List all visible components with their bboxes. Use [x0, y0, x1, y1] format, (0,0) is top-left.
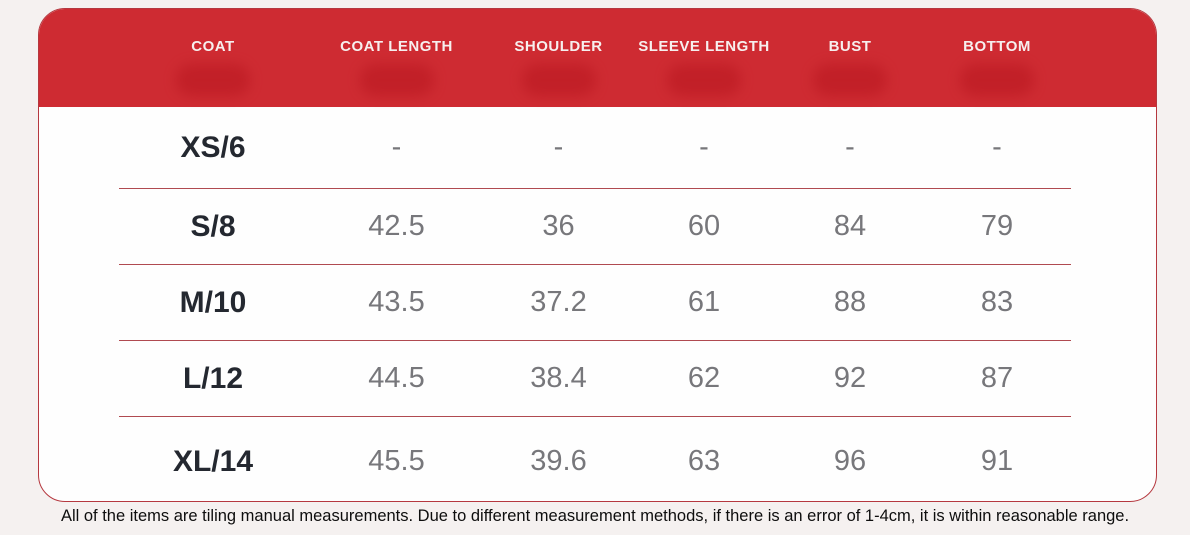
value-cell: 92	[833, 362, 867, 394]
size-cell: L/12	[182, 361, 244, 395]
value-cell: 61	[687, 286, 721, 318]
column-header-label: BUST	[828, 38, 872, 55]
value-cell: 39.6	[530, 445, 587, 477]
measurement-note: All of the items are tiling manual measu…	[60, 507, 1130, 525]
column-header-sleeve-length: SLEEVE LENGTH	[631, 9, 777, 107]
header-highlight-decoration	[667, 64, 741, 96]
size-cell: XS/6	[180, 130, 246, 164]
table-row-xl: XL/14 45.5 39.6 63 96 91	[119, 417, 1071, 501]
value-cell: 43.5	[368, 286, 425, 318]
value-cell: 36	[542, 210, 575, 242]
value-cell: 42.5	[368, 210, 425, 242]
table-row-l: L/12 44.5 38.4 62 92 87	[119, 341, 1071, 417]
value-cell: 60	[687, 210, 721, 242]
size-chart-card: COAT COAT LENGTH SHOULDER SLEEVE LENGTH …	[38, 8, 1157, 502]
value-cell: 91	[980, 445, 1014, 477]
value-cell: 79	[980, 210, 1014, 242]
table-row-xs: XS/6 - - - - -	[119, 107, 1071, 189]
column-header-shoulder: SHOULDER	[486, 9, 631, 107]
size-cell: XL/14	[172, 444, 254, 478]
column-header-coat-length: COAT LENGTH	[307, 9, 486, 107]
column-header-label: COAT	[191, 38, 235, 55]
value-cell: -	[553, 131, 564, 163]
column-header-bottom: BOTTOM	[923, 9, 1071, 107]
value-cell: 87	[980, 362, 1014, 394]
value-cell: 96	[833, 445, 867, 477]
header-highlight-decoration	[176, 64, 250, 96]
value-cell: -	[992, 131, 1002, 163]
value-cell: 44.5	[368, 362, 425, 394]
column-header-label: BOTTOM	[963, 38, 1031, 55]
column-header-bust: BUST	[777, 9, 923, 107]
size-cell: M/10	[179, 285, 247, 319]
value-cell: -	[845, 131, 855, 163]
value-cell: 63	[687, 445, 721, 477]
value-cell: 45.5	[368, 445, 425, 477]
size-chart-body: XS/6 - - - - - S/8 42.5 36 60 84 79 M/10…	[39, 107, 1156, 501]
value-cell: -	[699, 131, 709, 163]
value-cell: 84	[833, 210, 867, 242]
column-header-label: SHOULDER	[514, 38, 603, 55]
value-cell: 83	[980, 286, 1014, 318]
value-cell: 38.4	[530, 362, 587, 394]
column-header-coat: COAT	[119, 9, 307, 107]
size-cell: S/8	[190, 209, 236, 243]
header-highlight-decoration	[359, 64, 434, 96]
value-cell: 37.2	[530, 286, 587, 318]
table-row-m: M/10 43.5 37.2 61 88 83	[119, 265, 1071, 341]
value-cell: 88	[833, 286, 867, 318]
value-cell: -	[391, 131, 402, 163]
table-row-s: S/8 42.5 36 60 84 79	[119, 189, 1071, 265]
header-highlight-decoration	[521, 64, 596, 96]
header-highlight-decoration	[960, 64, 1034, 96]
column-header-label: SLEEVE LENGTH	[638, 38, 770, 55]
value-cell: 62	[687, 362, 721, 394]
size-chart-header: COAT COAT LENGTH SHOULDER SLEEVE LENGTH …	[39, 9, 1156, 107]
header-highlight-decoration	[813, 64, 887, 96]
column-header-label: COAT LENGTH	[340, 38, 453, 55]
